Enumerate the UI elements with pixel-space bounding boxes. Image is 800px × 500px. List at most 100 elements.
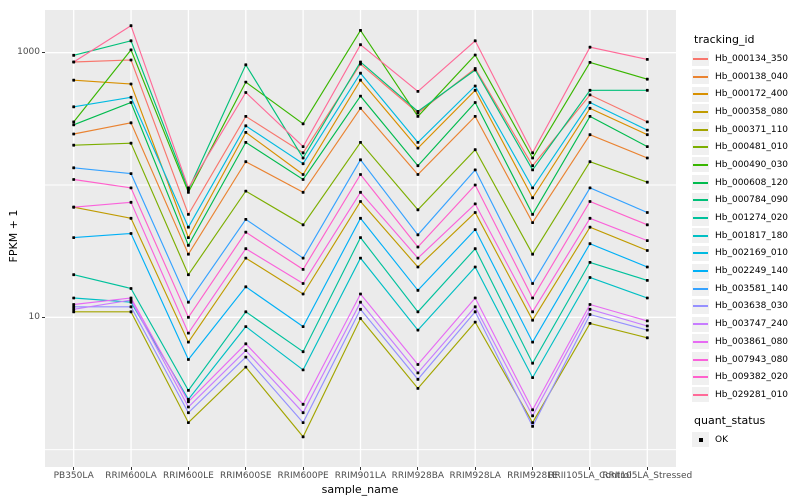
- data-point: [645, 88, 649, 92]
- legend-item: Hb_002249_140: [692, 262, 788, 280]
- data-point: [72, 132, 76, 136]
- data-point: [416, 265, 420, 269]
- legend-item-label: Hb_001274_020: [715, 213, 789, 224]
- data-point: [129, 141, 133, 145]
- x-tick-label: RRIM928LA: [449, 471, 501, 481]
- data-point: [72, 120, 76, 124]
- data-point: [129, 58, 133, 62]
- data-point: [244, 63, 248, 67]
- legend-item-label: Hb_000138_040: [715, 71, 789, 82]
- data-point: [588, 106, 592, 110]
- data-point: [301, 151, 305, 155]
- data-point: [645, 328, 649, 332]
- data-point: [473, 247, 477, 251]
- data-point: [416, 173, 420, 176]
- data-point: [244, 230, 248, 234]
- legend-item-label: Hb_003861_080: [715, 336, 789, 347]
- legend-key-swatch: [692, 139, 709, 155]
- data-point: [72, 296, 76, 300]
- data-point: [473, 168, 477, 172]
- legend-item-label: OK: [715, 434, 728, 445]
- data-point: [72, 273, 76, 277]
- data-point: [301, 268, 305, 271]
- x-tick-label: RRIM600LE: [163, 471, 214, 481]
- y-tick-label: 1000: [17, 47, 40, 58]
- data-point: [187, 421, 190, 424]
- legend-item: Hb_002169_010: [692, 245, 788, 263]
- legend-item-label: Hb_003747_240: [715, 319, 789, 330]
- series-color-line-icon: [693, 252, 708, 255]
- data-point: [416, 371, 420, 375]
- data-point: [588, 322, 592, 325]
- data-point: [129, 310, 133, 314]
- legend-key-swatch: [692, 281, 709, 297]
- series-color-line-icon: [693, 287, 708, 290]
- legend-key-swatch: [692, 369, 709, 385]
- data-point: [359, 307, 362, 311]
- data-point: [531, 376, 534, 379]
- data-point: [301, 156, 305, 160]
- x-tick-mark: [360, 467, 361, 470]
- data-point: [588, 313, 592, 316]
- series-color-line-icon: [693, 146, 708, 149]
- series-color-line-icon: [693, 57, 708, 60]
- data-point: [531, 156, 534, 160]
- legend-item: Hb_000172_400: [692, 85, 788, 103]
- data-point: [416, 146, 420, 150]
- data-point: [531, 221, 534, 224]
- data-point: [531, 252, 534, 256]
- data-point: [531, 310, 534, 314]
- data-point: [301, 173, 305, 176]
- legend-item: Hb_003747_240: [692, 315, 788, 333]
- data-point: [72, 205, 76, 209]
- data-point: [531, 186, 534, 190]
- data-point: [416, 245, 420, 249]
- x-tick-mark: [302, 467, 304, 470]
- data-point: [416, 310, 420, 314]
- data-point: [129, 121, 133, 125]
- data-point: [588, 216, 592, 220]
- series-color-line-icon: [693, 128, 708, 131]
- series-color-line-icon: [693, 75, 708, 78]
- data-point: [72, 78, 76, 82]
- data-point: [473, 310, 477, 314]
- data-point: [301, 325, 305, 328]
- data-point: [129, 200, 133, 204]
- data-point: [416, 256, 420, 260]
- series-color-line-icon: [693, 181, 708, 184]
- legend-item: Hb_000490_030: [692, 156, 788, 174]
- x-tick-mark: [245, 467, 247, 470]
- x-tick-mark: [589, 467, 591, 470]
- legend-item: Hb_009382_020: [692, 368, 788, 386]
- data-point: [244, 342, 248, 346]
- data-point: [473, 148, 477, 152]
- legend-item-label: Hb_000490_030: [715, 159, 789, 170]
- legend-item: Hb_000608_120: [692, 174, 788, 192]
- data-point: [359, 216, 362, 220]
- data-point: [244, 160, 248, 164]
- data-point: [359, 292, 362, 296]
- legend-key-swatch: [692, 334, 709, 350]
- legend-item: Hb_000784_090: [692, 192, 788, 210]
- data-point: [473, 202, 477, 206]
- data-point: [72, 178, 76, 181]
- data-point: [187, 331, 190, 335]
- data-point: [645, 77, 649, 81]
- data-point: [531, 414, 534, 418]
- series-color-line-icon: [693, 305, 708, 308]
- data-point: [645, 128, 649, 132]
- data-point: [588, 200, 592, 203]
- legend-key-swatch: [692, 352, 709, 368]
- legend-key-swatch: [692, 192, 709, 208]
- x-tick-mark: [474, 467, 476, 470]
- legend-item: Hb_029281_010: [692, 386, 788, 404]
- data-point: [244, 218, 248, 221]
- data-point: [645, 180, 649, 184]
- plot-panel: [45, 10, 676, 467]
- legend-key-swatch: [692, 316, 709, 332]
- data-point: [187, 186, 190, 190]
- data-point: [645, 296, 649, 300]
- data-point: [187, 411, 190, 415]
- y-axis-title: FPKM + 1: [7, 209, 20, 263]
- data-point: [645, 120, 649, 124]
